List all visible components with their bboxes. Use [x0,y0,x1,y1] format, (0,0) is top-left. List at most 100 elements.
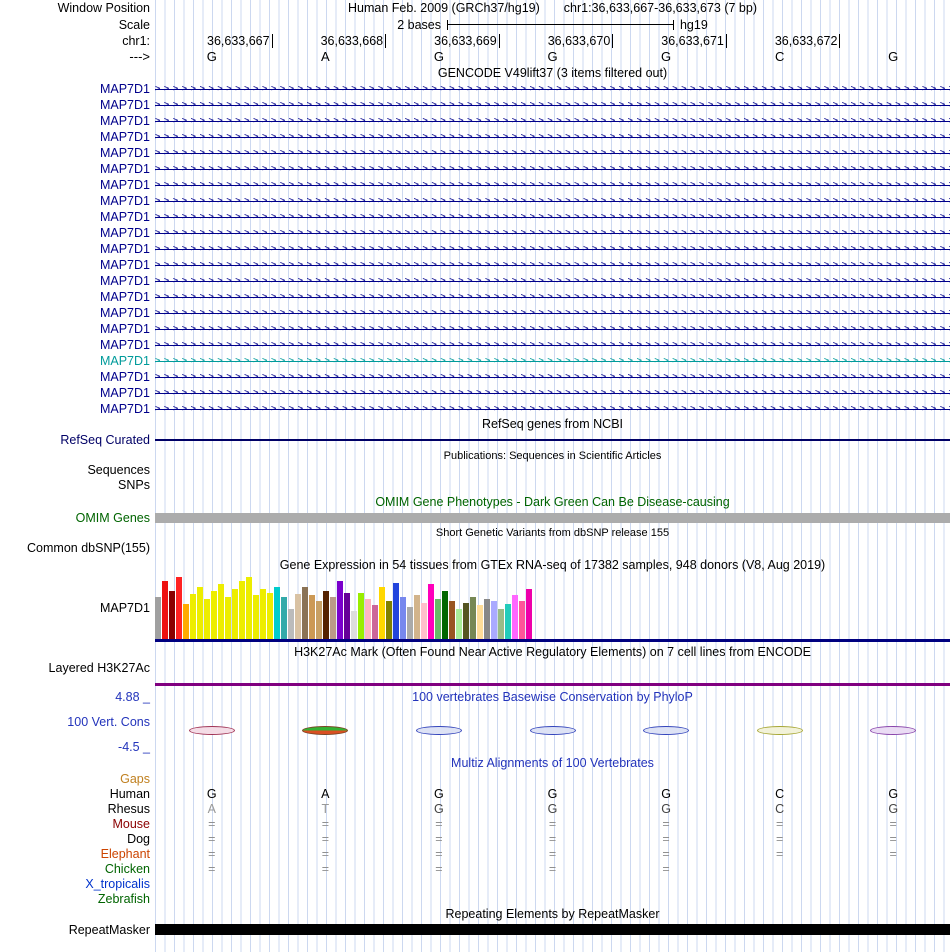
transcript-exon-line[interactable]: >>>>>>>>>>>>>>>>>>>>>>>>>>>>>>>>>>>>>>>>… [155,321,950,337]
gtex-bar[interactable] [295,594,301,639]
track-label-map7d1[interactable]: MAP7D1 [99,226,150,240]
transcript-exon-line[interactable]: >>>>>>>>>>>>>>>>>>>>>>>>>>>>>>>>>>>>>>>>… [155,305,950,321]
track-label-map7d1[interactable]: MAP7D1 [99,306,150,320]
transcript-exon-line[interactable]: >>>>>>>>>>>>>>>>>>>>>>>>>>>>>>>>>>>>>>>>… [155,113,950,129]
gtex-bar[interactable] [498,609,504,639]
gtex-bar[interactable] [344,593,350,639]
track-label-100-vert-cons[interactable]: 100 Vert. Cons [67,715,150,729]
transcript-row[interactable]: MAP7D1 >>>>>>>>>>>>>>>>>>>>>>>>>>>>>>>>>>… [0,225,950,241]
track-label-map7d1[interactable]: MAP7D1 [99,114,150,128]
gtex-bar[interactable] [169,591,175,639]
track-label-gtex-map7d1[interactable]: MAP7D1 [99,600,150,615]
track-label-refseq-curated[interactable]: RefSeq Curated [60,433,150,447]
track-label-repeatmasker[interactable]: RepeatMasker [68,923,150,937]
transcript-row[interactable]: MAP7D1 >>>>>>>>>>>>>>>>>>>>>>>>>>>>>>>>>>… [0,209,950,225]
gtex-bar[interactable] [421,603,427,639]
gtex-bar[interactable] [428,584,434,639]
transcript-exon-line[interactable]: >>>>>>>>>>>>>>>>>>>>>>>>>>>>>>>>>>>>>>>>… [155,273,950,289]
transcript-exon-line[interactable]: >>>>>>>>>>>>>>>>>>>>>>>>>>>>>>>>>>>>>>>>… [155,177,950,193]
multiz-species-row[interactable]: Mouse = = = = = = = [0,817,950,832]
gtex-bar[interactable] [491,601,497,639]
publications-track-title[interactable]: Publications: Sequences in Scientific Ar… [443,450,662,462]
phylop-score-lens[interactable] [529,726,576,735]
species-label[interactable]: Dog [127,832,150,846]
transcript-row[interactable]: MAP7D1 >>>>>>>>>>>>>>>>>>>>>>>>>>>>>>>>>>… [0,401,950,417]
gtex-bar[interactable] [176,577,182,639]
phylop-score-lens[interactable] [415,726,462,735]
phylop-score-lens[interactable] [643,726,690,735]
transcript-exon-line[interactable]: >>>>>>>>>>>>>>>>>>>>>>>>>>>>>>>>>>>>>>>>… [155,401,950,417]
multiz-species-row[interactable]: Chicken = = = = = [0,862,950,877]
transcript-row[interactable]: MAP7D1 >>>>>>>>>>>>>>>>>>>>>>>>>>>>>>>>>>… [0,321,950,337]
track-label-map7d1[interactable]: MAP7D1 [99,354,150,368]
species-label[interactable]: Chicken [104,862,150,876]
track-label-map7d1[interactable]: MAP7D1 [99,370,150,384]
gtex-bar[interactable] [302,587,308,639]
gencode-track-title[interactable]: GENCODE V49lift37 (3 items filtered out) [437,66,668,80]
gtex-bar[interactable] [316,601,322,639]
gtex-bar[interactable] [400,597,406,639]
transcript-row[interactable]: MAP7D1 >>>>>>>>>>>>>>>>>>>>>>>>>>>>>>>>>>… [0,177,950,193]
gtex-bar[interactable] [526,589,532,639]
transcript-row[interactable]: MAP7D1 >>>>>>>>>>>>>>>>>>>>>>>>>>>>>>>>>>… [0,241,950,257]
gtex-bar[interactable] [288,609,294,639]
gtex-bar[interactable] [330,597,336,639]
transcript-row[interactable]: MAP7D1 >>>>>>>>>>>>>>>>>>>>>>>>>>>>>>>>>>… [0,97,950,113]
track-label-map7d1[interactable]: MAP7D1 [99,98,150,112]
gtex-bar[interactable] [267,593,273,639]
gtex-bar[interactable] [162,581,168,639]
phylop-score-lens[interactable] [188,726,235,735]
phylop-track-title[interactable]: 100 vertebrates Basewise Conservation by… [412,690,693,704]
gtex-bar[interactable] [211,591,217,639]
track-label-common-dbsnp[interactable]: Common dbSNP(155) [27,541,150,555]
multiz-species-row[interactable]: X_tropicalis [0,877,950,892]
gtex-bar[interactable] [505,604,511,639]
repeatmasker-track-title[interactable]: Repeating Elements by RepeatMasker [445,907,660,921]
track-label-map7d1[interactable]: MAP7D1 [99,258,150,272]
gtex-bar[interactable] [477,605,483,639]
gtex-bar[interactable] [442,591,448,639]
gtex-bar[interactable] [372,605,378,639]
gtex-bar[interactable] [323,591,329,639]
gtex-bar[interactable] [337,581,343,639]
gtex-bar[interactable] [358,593,364,639]
species-label[interactable]: Gaps [120,772,150,786]
transcript-row[interactable]: MAP7D1 >>>>>>>>>>>>>>>>>>>>>>>>>>>>>>>>>>… [0,145,950,161]
dbsnp-track-title[interactable]: Short Genetic Variants from dbSNP releas… [435,527,670,539]
phylop-score-lens[interactable] [756,726,803,735]
gtex-bar[interactable] [379,587,385,639]
transcript-row[interactable]: MAP7D1 >>>>>>>>>>>>>>>>>>>>>>>>>>>>>>>>>>… [0,257,950,273]
phylop-score-lens[interactable] [302,726,349,735]
species-label[interactable]: Mouse [112,817,150,831]
transcript-row[interactable]: MAP7D1 >>>>>>>>>>>>>>>>>>>>>>>>>>>>>>>>>>… [0,369,950,385]
transcript-row[interactable]: MAP7D1 >>>>>>>>>>>>>>>>>>>>>>>>>>>>>>>>>>… [0,289,950,305]
transcript-row[interactable]: MAP7D1 >>>>>>>>>>>>>>>>>>>>>>>>>>>>>>>>>>… [0,305,950,321]
transcript-exon-line[interactable]: >>>>>>>>>>>>>>>>>>>>>>>>>>>>>>>>>>>>>>>>… [155,129,950,145]
transcript-exon-line[interactable]: >>>>>>>>>>>>>>>>>>>>>>>>>>>>>>>>>>>>>>>>… [155,337,950,353]
transcript-exon-line[interactable]: >>>>>>>>>>>>>>>>>>>>>>>>>>>>>>>>>>>>>>>>… [155,225,950,241]
transcript-row[interactable]: MAP7D1 >>>>>>>>>>>>>>>>>>>>>>>>>>>>>>>>>>… [0,353,950,369]
transcript-row[interactable]: MAP7D1 >>>>>>>>>>>>>>>>>>>>>>>>>>>>>>>>>>… [0,161,950,177]
multiz-species-row[interactable]: Elephant = = = = = = = [0,847,950,862]
gtex-bar[interactable] [155,597,161,639]
species-label[interactable]: X_tropicalis [85,877,150,891]
gtex-bar[interactable] [512,595,518,639]
transcript-exon-line[interactable]: >>>>>>>>>>>>>>>>>>>>>>>>>>>>>>>>>>>>>>>>… [155,81,950,97]
transcript-row[interactable]: MAP7D1 >>>>>>>>>>>>>>>>>>>>>>>>>>>>>>>>>>… [0,385,950,401]
refseq-gene-line[interactable] [155,439,950,441]
transcript-exon-line[interactable]: >>>>>>>>>>>>>>>>>>>>>>>>>>>>>>>>>>>>>>>>… [155,289,950,305]
transcript-row[interactable]: MAP7D1 >>>>>>>>>>>>>>>>>>>>>>>>>>>>>>>>>>… [0,337,950,353]
track-label-map7d1[interactable]: MAP7D1 [99,242,150,256]
transcript-exon-line[interactable]: >>>>>>>>>>>>>>>>>>>>>>>>>>>>>>>>>>>>>>>>… [155,97,950,113]
track-label-map7d1[interactable]: MAP7D1 [99,338,150,352]
track-label-map7d1[interactable]: MAP7D1 [99,130,150,144]
transcript-row[interactable]: MAP7D1 >>>>>>>>>>>>>>>>>>>>>>>>>>>>>>>>>>… [0,193,950,209]
multiz-species-row[interactable]: Zebrafish [0,892,950,907]
transcript-exon-line[interactable]: >>>>>>>>>>>>>>>>>>>>>>>>>>>>>>>>>>>>>>>>… [155,257,950,273]
omim-track-title[interactable]: OMIM Gene Phenotypes - Dark Green Can Be… [375,495,730,509]
multiz-species-row[interactable]: Human G A G G G C G [0,787,950,802]
transcript-exon-line[interactable]: >>>>>>>>>>>>>>>>>>>>>>>>>>>>>>>>>>>>>>>>… [155,369,950,385]
gtex-bar[interactable] [435,599,441,639]
gtex-bar[interactable] [449,601,455,639]
gtex-bar[interactable] [239,581,245,639]
